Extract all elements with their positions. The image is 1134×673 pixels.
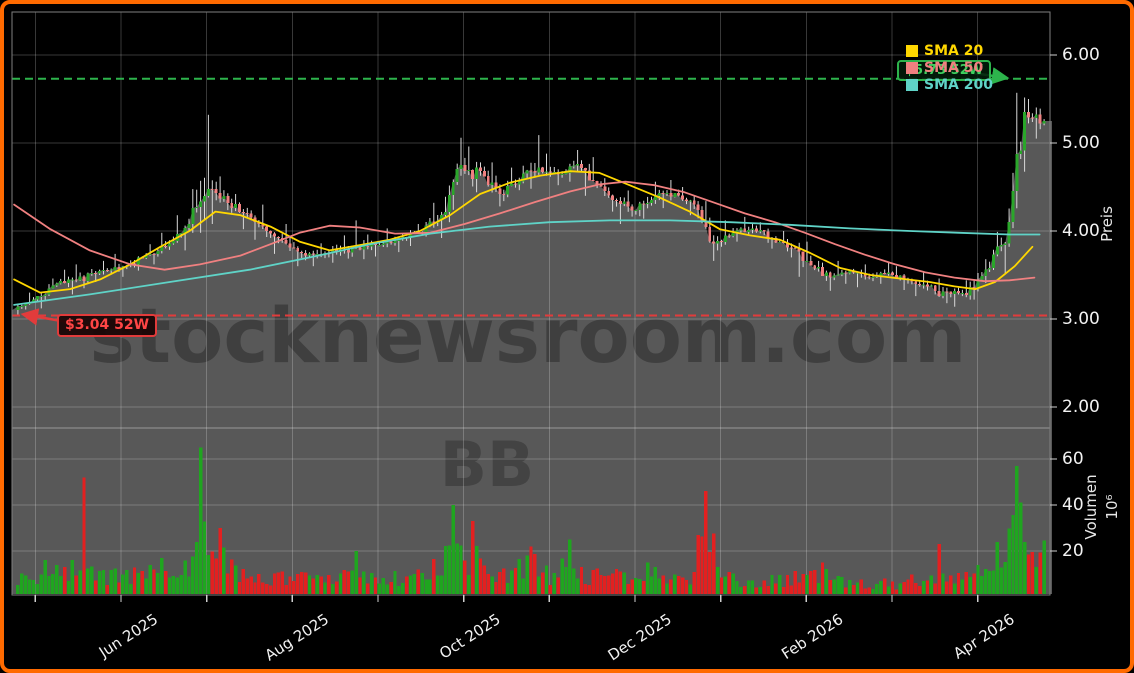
price-tick-label: 2.00 bbox=[1062, 397, 1100, 417]
legend-item: SMA 20 bbox=[906, 42, 993, 59]
candle-bodies bbox=[16, 112, 1046, 311]
watermark-site: stocknewsroom.com bbox=[90, 291, 967, 380]
volume-bars bbox=[16, 447, 1046, 594]
volume-tick-label: 60 bbox=[1062, 449, 1084, 469]
tick-marks bbox=[34, 54, 1057, 602]
gridlines bbox=[12, 12, 1050, 595]
legend-label: SMA 200 bbox=[924, 76, 993, 93]
volume-axis-title: Volumen bbox=[1082, 474, 1100, 540]
price-tick-label: 4.00 bbox=[1062, 221, 1100, 241]
sma-20-line bbox=[13, 170, 1034, 294]
legend-label: SMA 50 bbox=[924, 59, 984, 76]
volume-tick-label: 40 bbox=[1062, 495, 1084, 515]
price-area-fill bbox=[12, 112, 1052, 594]
watermark-ticker: BB bbox=[440, 428, 535, 501]
legend-label: SMA 20 bbox=[924, 42, 984, 59]
plot-border bbox=[11, 11, 1051, 596]
sma-200-line bbox=[13, 219, 1041, 306]
price-axis-title: Preis bbox=[1098, 206, 1116, 242]
price-tick-label: 5.00 bbox=[1062, 133, 1100, 153]
legend-swatch-icon bbox=[906, 78, 918, 91]
legend-swatch-icon bbox=[906, 44, 918, 57]
volume-tick-label: 20 bbox=[1062, 541, 1084, 561]
sma-50-line bbox=[13, 180, 1036, 283]
volume-axis-unit: 10⁶ bbox=[1103, 494, 1121, 520]
legend-swatch-icon bbox=[906, 61, 918, 74]
high-52w-label: $5.73 52W bbox=[897, 60, 992, 81]
legend-item: SMA 50 bbox=[906, 59, 993, 76]
price-tick-label: 6.00 bbox=[1062, 45, 1100, 65]
legend-item: SMA 200 bbox=[906, 76, 993, 93]
sma-legend: SMA 20 SMA 50 SMA 200 bbox=[906, 42, 993, 93]
low-52w-label: $3.04 52W bbox=[57, 314, 158, 337]
price-tick-label: 3.00 bbox=[1062, 309, 1100, 329]
